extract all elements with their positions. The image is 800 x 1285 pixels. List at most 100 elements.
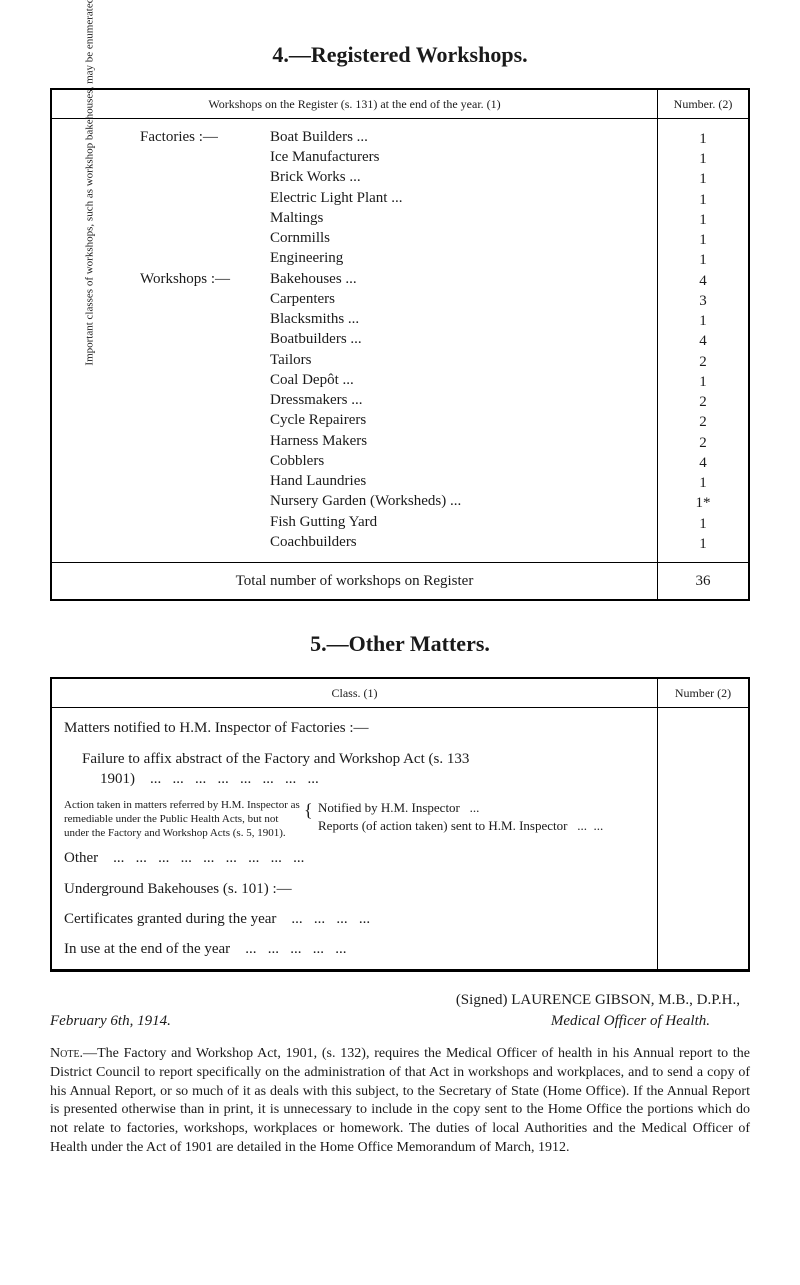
row-w5: Coal Depôt ... [140,370,647,390]
action-taken-block: Action taken in matters referred by H.M.… [64,799,645,840]
row-item: Ice Manufacturers [270,147,647,167]
row-w13: Coachbuilders [140,532,647,552]
ellipsis: ... ... ... ... ... ... ... ... ... [102,850,305,866]
row-item: Harness Makers [270,431,647,451]
rows-area: Factories :— Boat Builders ... Ice Manuf… [140,127,647,552]
n: 4 [699,271,707,291]
n: 1 [699,514,707,534]
signature-line: (Signed) LAURENCE GIBSON, M.B., D.P.H., [50,990,750,1010]
row-f3: Electric Light Plant ... [140,188,647,208]
n: 4 [699,453,707,473]
table-workshops: Workshops on the Register (s. 131) at th… [50,88,750,602]
row-f2: Brick Works ... [140,167,647,187]
section5-title: 5.—Other Matters. [50,629,750,659]
table2-body: Matters notified to H.M. Inspector of Fa… [52,708,748,970]
row-item: Cornmills [270,228,647,248]
n: 1* [696,493,711,513]
table-other-matters: Class. (1) Number (2) Matters notified t… [50,677,750,972]
th-right: Number. (2) [658,90,748,118]
th-left: Workshops on the Register (s. 131) at th… [52,90,658,118]
th2-right: Number (2) [658,679,748,707]
row-w12: Fish Gutting Yard [140,512,647,532]
reports-text: Reports (of action taken) sent to H.M. I… [318,818,567,833]
row-item: Nursery Garden (Worksheds) ... [270,491,647,511]
ellipsis: ... ... ... ... ... [234,941,347,957]
table2-header: Class. (1) Number (2) [52,679,748,708]
row-item: Electric Light Plant ... [270,188,647,208]
row-f6: Engineering [140,248,647,268]
n: 1 [699,473,707,493]
note-body: The Factory and Workshop Act, 1901, (s. … [50,1046,750,1155]
row-item: Fish Gutting Yard [270,512,647,532]
reports-line: Reports (of action taken) sent to H.M. I… [318,817,645,835]
total-value: 36 [658,563,748,599]
row-item: Carpenters [270,289,647,309]
section4-title: 4.—Registered Workshops. [50,40,750,70]
row-w7: Cycle Repairers [140,410,647,430]
margin-note-block: Important classes of workshops, such as … [60,239,120,479]
date-office-line: February 6th, 1914. Medical Officer of H… [50,1011,750,1031]
row-w9: Cobblers [140,451,647,471]
margin-note: Important classes of workshops, such as … [83,125,96,365]
row-w0: Workshops :— Bakehouses ... [140,269,647,289]
row-item: Maltings [270,208,647,228]
tb-left: Important classes of workshops, such as … [52,119,658,562]
n: 4 [699,331,707,351]
row-item: Brick Works ... [270,167,647,187]
table-header: Workshops on the Register (s. 131) at th… [52,90,748,119]
t2-right [658,708,748,969]
n: 2 [699,352,707,372]
row-item: Engineering [270,248,647,268]
failure-line-b: 1901) ... ... ... ... ... ... ... ... [64,769,645,789]
n: 1 [699,230,707,250]
row-item: Hand Laundries [270,471,647,491]
brace-icon: { [304,799,318,819]
ellipsis: ... [463,800,479,815]
factories-label: Factories :— [140,127,270,147]
footnote: Note.—The Factory and Workshop Act, 1901… [50,1045,750,1158]
row-f1: Ice Manufacturers [140,147,647,167]
row-item: Coal Depôt ... [270,370,647,390]
row-w8: Harness Makers [140,431,647,451]
n: 1 [699,169,707,189]
matters-notified: Matters notified to H.M. Inspector of Fa… [64,718,645,738]
workshops-label: Workshops :— [140,269,270,289]
n: 2 [699,392,707,412]
ellipsis: ... ... [571,818,604,833]
underground-line: Underground Bakehouses (s. 101) :— [64,879,645,899]
action-cite: Action taken in matters referred by H.M.… [64,799,304,840]
note-lead: Note.— [50,1046,97,1061]
other-line: Other ... ... ... ... ... ... ... ... ..… [64,848,645,868]
row-item: Boatbuilders ... [270,329,647,349]
failure-line-a: Failure to affix abstract of the Factory… [64,749,645,769]
table-footer: Total number of workshops on Register 36 [52,563,748,599]
action-right: Notified by H.M. Inspector ... Reports (… [318,799,645,834]
row-item: Dressmakers ... [270,390,647,410]
n: 1 [699,250,707,270]
n: 1 [699,149,707,169]
row-w3: Boatbuilders ... [140,329,647,349]
notified-line: Notified by H.M. Inspector ... [318,799,645,817]
tb-right: 1 1 1 1 1 1 1 4 3 1 4 2 1 2 2 2 4 1 1* 1 [658,119,748,562]
certs-label: Certificates granted during the year [64,911,276,927]
other-label: Other [64,850,98,866]
t2-left: Matters notified to H.M. Inspector of Fa… [52,708,658,969]
row-item: Coachbuilders [270,532,647,552]
n: 1 [699,534,707,554]
row-item: Cycle Repairers [270,410,647,430]
inuse-label: In use at the end of the year [64,941,230,957]
office: Medical Officer of Health. [551,1011,750,1031]
failure-year: 1901) [100,771,135,787]
n: 1 [699,311,707,331]
row-item: Boat Builders ... [270,127,647,147]
n: 2 [699,433,707,453]
number-column: 1 1 1 1 1 1 1 4 3 1 4 2 1 2 2 2 4 1 1* 1 [662,127,744,554]
row-item: Bakehouses ... [270,269,647,289]
row-w2: Blacksmiths ... [140,309,647,329]
row-w6: Dressmakers ... [140,390,647,410]
row-w4: Tailors [140,350,647,370]
th2-left: Class. (1) [52,679,658,707]
row-w1: Carpenters [140,289,647,309]
ellipsis: ... ... ... ... [280,911,370,927]
row-item: Cobblers [270,451,647,471]
